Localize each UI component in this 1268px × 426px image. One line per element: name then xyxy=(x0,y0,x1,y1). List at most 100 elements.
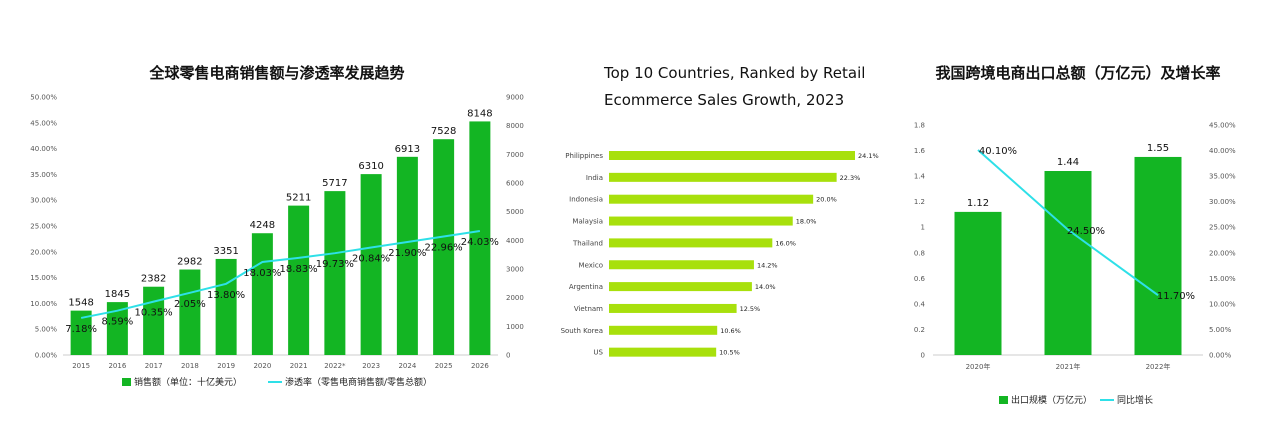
bar xyxy=(1044,171,1092,355)
country-bar xyxy=(609,260,754,270)
chart3-legend: 出口规模（万亿元） 同比增长 xyxy=(999,394,1153,406)
bar xyxy=(324,191,346,355)
y-left-tick: 0.6 xyxy=(914,275,926,283)
line-value-label: 2.05% xyxy=(174,299,206,310)
y-left-tick: 0.8 xyxy=(914,249,925,257)
y-right-tick: 1000 xyxy=(506,323,524,331)
y-left-tick: 50.00% xyxy=(30,94,57,102)
y-left-tick: 0 xyxy=(921,352,925,360)
bar-value-label: 6310 xyxy=(358,161,383,172)
line-value-label: 10.35% xyxy=(135,308,173,319)
line-value-label: 20.84% xyxy=(352,253,390,264)
bar-value-label: 1845 xyxy=(105,289,130,300)
bar xyxy=(469,121,491,355)
country-label: Indonesia xyxy=(569,196,603,204)
y-right-tick: 5.00% xyxy=(1209,326,1232,334)
x-tick-label: 2018 xyxy=(181,362,199,370)
y-left-tick: 0.00% xyxy=(35,352,58,360)
country-label: South Korea xyxy=(561,327,603,335)
chart2-title-line2: Ecommerce Sales Growth, 2023 xyxy=(604,91,844,109)
y-left-tick: 1.8 xyxy=(914,122,925,130)
bar-value-label: 6913 xyxy=(395,144,420,155)
line-value-label: 7.18% xyxy=(65,324,97,335)
country-value-label: 14.2% xyxy=(757,261,778,269)
bar xyxy=(396,156,418,355)
y-right-tick: 40.00% xyxy=(1209,147,1236,155)
y-right-tick: 6000 xyxy=(506,180,524,188)
legend-bar-label: 销售额（单位：十亿美元） xyxy=(134,376,242,388)
country-bar xyxy=(609,325,718,335)
y-right-tick: 9000 xyxy=(506,94,524,102)
y-left-tick: 45.00% xyxy=(30,119,57,127)
country-bar xyxy=(609,238,773,248)
legend-bar-swatch xyxy=(999,396,1008,404)
bar xyxy=(215,258,237,355)
y-left-tick: 1.6 xyxy=(914,147,926,155)
growth-line xyxy=(977,149,1159,297)
line-value-label: 40.10% xyxy=(979,146,1017,157)
line-value-label: 18.03% xyxy=(243,268,281,279)
bar xyxy=(106,302,128,355)
line-value-label: 24.50% xyxy=(1067,226,1105,237)
country-value-label: 18.0% xyxy=(796,218,817,226)
bar-value-label: 1.44 xyxy=(1057,157,1079,168)
x-tick-label: 2017 xyxy=(145,362,163,370)
y-right-tick: 25.00% xyxy=(1209,224,1236,232)
y-left-tick: 30.00% xyxy=(30,197,57,205)
y-left-tick: 10.00% xyxy=(30,300,57,308)
bar-value-label: 3351 xyxy=(213,246,238,257)
x-tick-label: 2020 xyxy=(253,362,271,370)
bar-value-label: 7528 xyxy=(431,126,456,137)
x-tick-label: 2019 xyxy=(217,362,235,370)
line-value-label: 13.80% xyxy=(207,290,245,301)
y-left-tick: 35.00% xyxy=(30,171,57,179)
y-left-tick: 1.2 xyxy=(914,198,925,206)
bar xyxy=(143,286,165,355)
line-value-label: 19.73% xyxy=(316,259,354,270)
x-tick-label: 2022* xyxy=(324,362,346,370)
x-tick-label: 2021 xyxy=(290,362,308,370)
legend-bar-label: 出口规模（万亿元） xyxy=(1011,394,1092,406)
bar xyxy=(360,174,382,355)
bar-value-label: 1.12 xyxy=(967,198,989,209)
country-value-label: 24.1% xyxy=(858,152,879,160)
y-left-tick: 40.00% xyxy=(30,145,57,153)
y-right-tick: 5000 xyxy=(506,208,524,216)
y-right-tick: 7000 xyxy=(506,151,524,159)
country-bar xyxy=(609,194,814,204)
legend-line-label: 同比增长 xyxy=(1117,394,1153,406)
country-label: Philippines xyxy=(565,152,603,160)
chart3-title: 我国跨境电商出口总额（万亿元）及增长率 xyxy=(935,64,1220,82)
x-tick-label: 2015 xyxy=(72,362,90,370)
x-tick-label: 2025 xyxy=(435,362,453,370)
chart-global-ecommerce: 全球零售电商销售额与渗透率发展趋势 销售额（单位：十亿美元） 渗透率（零售电商销… xyxy=(30,64,524,388)
country-value-label: 10.5% xyxy=(719,349,740,357)
y-left-tick: 1 xyxy=(921,224,925,232)
country-bar xyxy=(609,303,737,313)
bar xyxy=(179,269,201,355)
country-value-label: 14.0% xyxy=(755,283,776,291)
bar xyxy=(251,233,273,355)
x-tick-label: 2016 xyxy=(108,362,126,370)
y-left-tick: 0.4 xyxy=(914,300,926,308)
bar xyxy=(70,310,92,355)
y-left-tick: 20.00% xyxy=(30,248,57,256)
y-right-tick: 45.00% xyxy=(1209,122,1236,130)
legend-line-label: 渗透率（零售电商销售额/零售总额） xyxy=(285,376,432,388)
x-tick-label: 2021年 xyxy=(1056,362,1081,371)
chart1-legend: 销售额（单位：十亿美元） 渗透率（零售电商销售额/零售总额） xyxy=(122,376,432,388)
y-left-tick: 1.4 xyxy=(914,173,926,181)
y-left-tick: 5.00% xyxy=(35,326,58,334)
bar-value-label: 1.55 xyxy=(1147,143,1169,154)
chart2-title-line1: Top 10 Countries, Ranked by Retail xyxy=(603,64,865,82)
country-value-label: 22.3% xyxy=(840,174,861,182)
y-right-tick: 0.00% xyxy=(1209,352,1232,360)
chart-cross-border-export: 我国跨境电商出口总额（万亿元）及增长率 出口规模（万亿元） 同比增长 0 0.2 0… xyxy=(914,64,1236,406)
y-right-tick: 2000 xyxy=(506,294,524,302)
bar xyxy=(433,139,455,355)
y-left-tick: 25.00% xyxy=(30,223,57,231)
country-bar xyxy=(609,347,717,357)
bar-value-label: 5211 xyxy=(286,193,311,204)
bar-value-label: 8148 xyxy=(467,108,492,119)
bar-value-label: 4248 xyxy=(250,220,275,231)
